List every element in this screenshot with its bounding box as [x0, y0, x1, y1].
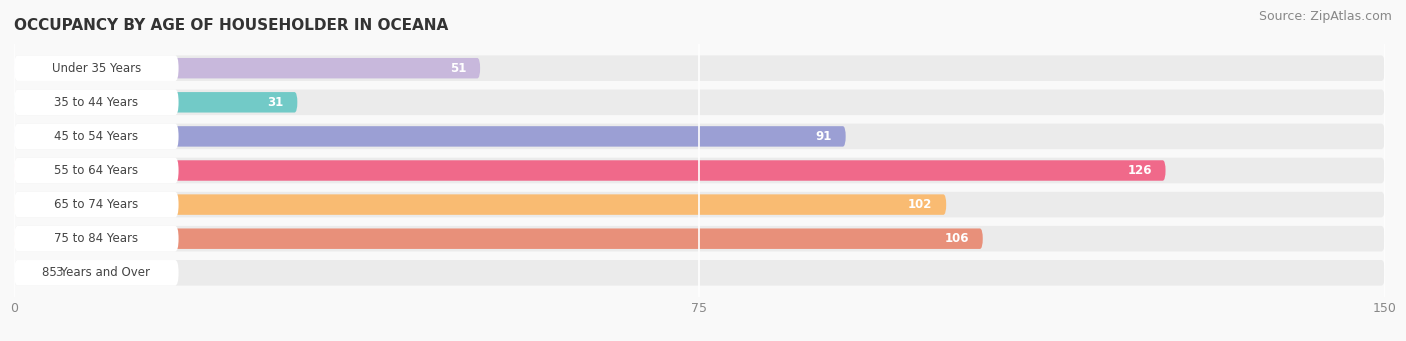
FancyBboxPatch shape — [14, 192, 179, 218]
Text: OCCUPANCY BY AGE OF HOUSEHOLDER IN OCEANA: OCCUPANCY BY AGE OF HOUSEHOLDER IN OCEAN… — [14, 18, 449, 33]
Text: 35 to 44 Years: 35 to 44 Years — [55, 96, 138, 109]
Text: 51: 51 — [450, 62, 467, 75]
FancyBboxPatch shape — [14, 226, 179, 251]
Text: Source: ZipAtlas.com: Source: ZipAtlas.com — [1258, 10, 1392, 23]
FancyBboxPatch shape — [14, 158, 1385, 183]
Text: 91: 91 — [815, 130, 832, 143]
FancyBboxPatch shape — [14, 263, 42, 283]
FancyBboxPatch shape — [14, 228, 983, 249]
FancyBboxPatch shape — [14, 58, 481, 78]
FancyBboxPatch shape — [14, 123, 179, 149]
Text: 106: 106 — [945, 232, 969, 245]
FancyBboxPatch shape — [14, 55, 1385, 81]
FancyBboxPatch shape — [14, 260, 1385, 286]
Text: 85 Years and Over: 85 Years and Over — [42, 266, 150, 279]
FancyBboxPatch shape — [14, 92, 298, 113]
Text: 102: 102 — [908, 198, 932, 211]
FancyBboxPatch shape — [14, 260, 179, 286]
Text: 126: 126 — [1128, 164, 1152, 177]
FancyBboxPatch shape — [14, 89, 1385, 115]
FancyBboxPatch shape — [14, 123, 1385, 149]
Text: 3: 3 — [55, 266, 62, 279]
FancyBboxPatch shape — [14, 226, 1385, 251]
Text: 55 to 64 Years: 55 to 64 Years — [55, 164, 138, 177]
Text: 45 to 54 Years: 45 to 54 Years — [55, 130, 138, 143]
Text: 31: 31 — [267, 96, 284, 109]
FancyBboxPatch shape — [14, 158, 179, 183]
FancyBboxPatch shape — [14, 194, 946, 215]
FancyBboxPatch shape — [14, 55, 179, 81]
FancyBboxPatch shape — [14, 126, 846, 147]
FancyBboxPatch shape — [14, 192, 1385, 218]
FancyBboxPatch shape — [14, 89, 179, 115]
Text: 75 to 84 Years: 75 to 84 Years — [55, 232, 138, 245]
Text: Under 35 Years: Under 35 Years — [52, 62, 141, 75]
Text: 65 to 74 Years: 65 to 74 Years — [55, 198, 138, 211]
FancyBboxPatch shape — [14, 160, 1166, 181]
